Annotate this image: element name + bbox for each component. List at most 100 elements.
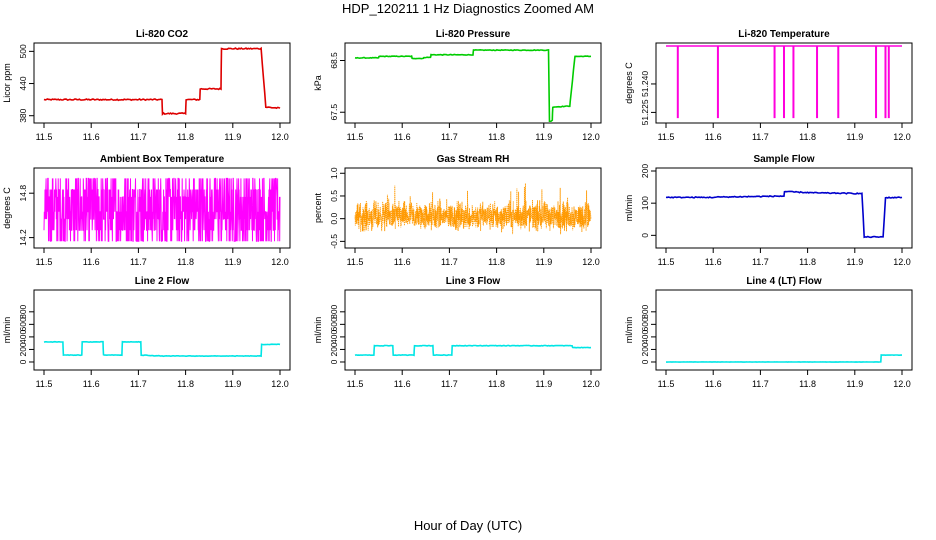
y-axis-label: ml/min bbox=[313, 317, 323, 344]
plot-frame bbox=[33, 289, 291, 371]
x-tick-label: 11.7 bbox=[752, 132, 769, 142]
x-tick-label: 11.6 bbox=[83, 257, 100, 267]
y-tick-label: 0 bbox=[640, 233, 650, 238]
x-tick-label: 11.9 bbox=[535, 257, 552, 267]
panel-title: Sample Flow bbox=[753, 154, 814, 165]
y-tick-label: 400 bbox=[329, 330, 339, 344]
x-tick-label: 11.9 bbox=[224, 257, 241, 267]
y-axis-label: ml/min bbox=[2, 317, 12, 344]
x-tick-label: 11.7 bbox=[130, 379, 147, 389]
x-tick-label: 11.5 bbox=[658, 132, 675, 142]
plot-frame bbox=[33, 167, 291, 249]
y-tick-label: 440 bbox=[18, 76, 28, 90]
x-tick-label: 11.8 bbox=[488, 257, 505, 267]
x-axis-caption: Hour of Day (UTC) bbox=[413, 518, 523, 533]
x-tick-label: 11.5 bbox=[658, 257, 675, 267]
x-tick-label: 11.6 bbox=[83, 379, 100, 389]
series-marks bbox=[666, 354, 902, 363]
series-marks bbox=[43, 177, 281, 242]
y-axis-label: Licor ppm bbox=[2, 63, 12, 103]
x-tick-label: 11.5 bbox=[347, 257, 364, 267]
x-tick-label: 11.8 bbox=[799, 257, 816, 267]
y-axis-label: kPa bbox=[313, 75, 323, 91]
y-tick-label: 600 bbox=[18, 317, 28, 331]
y-axis-label: ml/min bbox=[624, 317, 634, 344]
x-tick-label: 11.7 bbox=[130, 257, 147, 267]
series-line bbox=[354, 48, 592, 122]
y-tick-label: 51.225 bbox=[640, 99, 650, 125]
y-tick-label: 200 bbox=[18, 342, 28, 356]
panel-2: Li-820 Pressure kPa 11.5 11.6 11.7 11.8 11.9 12… bbox=[313, 29, 602, 142]
x-tick-label: 11.9 bbox=[535, 132, 552, 142]
x-tick-label: 11.5 bbox=[36, 257, 53, 267]
page-title: HDP_120211 1 Hz Diagnostics Zoomed AM bbox=[342, 1, 594, 16]
x-tick-label: 11.8 bbox=[177, 257, 194, 267]
x-tick-label: 12.0 bbox=[582, 257, 600, 267]
y-tick-label: 0 bbox=[18, 359, 28, 364]
y-tick-label: 51.240 bbox=[640, 71, 650, 97]
x-tick-label: 11.5 bbox=[347, 132, 364, 142]
plot-frame bbox=[655, 289, 913, 371]
series-line bbox=[666, 354, 902, 363]
series-marks bbox=[666, 45, 902, 119]
panel-5: Gas Stream RH percent 11.5 11.6 11.7 11.8 11.9… bbox=[313, 154, 602, 267]
x-tick-label: 11.8 bbox=[177, 379, 194, 389]
series-line bbox=[43, 46, 281, 116]
series-line bbox=[354, 344, 592, 357]
y-tick-label: 400 bbox=[640, 330, 650, 344]
y-axis-label: degrees C bbox=[2, 187, 12, 229]
panel-6: Sample Flow ml/min 11.5 11.6 11.7 11.8 11.9 12.… bbox=[624, 154, 913, 267]
x-tick-label: 12.0 bbox=[271, 132, 289, 142]
y-tick-label: 14.8 bbox=[18, 185, 28, 202]
x-tick-label: 12.0 bbox=[582, 132, 600, 142]
panel-title: Gas Stream RH bbox=[437, 154, 510, 165]
plot-frame bbox=[33, 42, 291, 124]
y-tick-label: 400 bbox=[18, 330, 28, 344]
panel-4: Ambient Box Temperature degrees C 11.5 11.6… bbox=[2, 154, 291, 267]
x-tick-label: 11.9 bbox=[224, 132, 241, 142]
y-axis-label: percent bbox=[313, 192, 323, 223]
x-tick-label: 11.7 bbox=[130, 132, 147, 142]
x-tick-label: 11.8 bbox=[799, 379, 816, 389]
y-tick-label: 0.5 bbox=[329, 190, 339, 202]
y-tick-label: 68.5 bbox=[329, 52, 339, 69]
panel-title: Li-820 CO2 bbox=[136, 29, 189, 40]
series-marks bbox=[665, 190, 903, 239]
x-tick-label: 11.8 bbox=[488, 132, 505, 142]
x-tick-label: 11.6 bbox=[705, 132, 722, 142]
x-tick-label: 11.9 bbox=[846, 379, 863, 389]
y-tick-label: 800 bbox=[640, 304, 650, 318]
x-tick-label: 12.0 bbox=[893, 379, 911, 389]
y-tick-label: 800 bbox=[329, 304, 339, 318]
plot-frame bbox=[344, 42, 602, 124]
plot-frame bbox=[344, 167, 602, 249]
panel-title: Line 2 Flow bbox=[135, 276, 190, 287]
x-tick-label: 12.0 bbox=[271, 379, 289, 389]
x-tick-label: 11.7 bbox=[441, 132, 458, 142]
series-line bbox=[43, 177, 281, 242]
series-marks bbox=[43, 46, 281, 116]
series-marks bbox=[43, 340, 281, 358]
x-tick-label: 11.5 bbox=[36, 379, 53, 389]
x-tick-label: 11.5 bbox=[347, 379, 364, 389]
x-tick-label: 12.0 bbox=[893, 132, 911, 142]
x-tick-label: 11.6 bbox=[705, 379, 722, 389]
x-tick-label: 12.0 bbox=[582, 379, 600, 389]
series-points bbox=[354, 183, 592, 235]
x-tick-label: 11.7 bbox=[441, 257, 458, 267]
panel-title: Line 3 Flow bbox=[446, 276, 501, 287]
plot-frame bbox=[655, 42, 913, 124]
x-tick-label: 11.6 bbox=[394, 132, 411, 142]
panel-3: Li-820 Temperature degrees C 11.5 11.6 11.7 1… bbox=[624, 29, 913, 142]
x-tick-label: 11.9 bbox=[846, 132, 863, 142]
x-tick-label: 11.9 bbox=[535, 379, 552, 389]
panel-title: Li-820 Temperature bbox=[738, 29, 830, 40]
series-marks bbox=[354, 48, 592, 122]
x-tick-label: 11.6 bbox=[394, 257, 411, 267]
y-tick-label: 0.0 bbox=[329, 212, 339, 224]
panel-9: Line 4 (LT) Flow ml/min 11.5 11.6 11.7 11.8 11… bbox=[624, 276, 913, 389]
y-axis-label: degrees C bbox=[624, 62, 634, 104]
y-tick-label: 1.0 bbox=[329, 167, 339, 179]
panel-8: Line 3 Flow ml/min 11.5 11.6 11.7 11.8 11.9 12.… bbox=[313, 276, 602, 389]
